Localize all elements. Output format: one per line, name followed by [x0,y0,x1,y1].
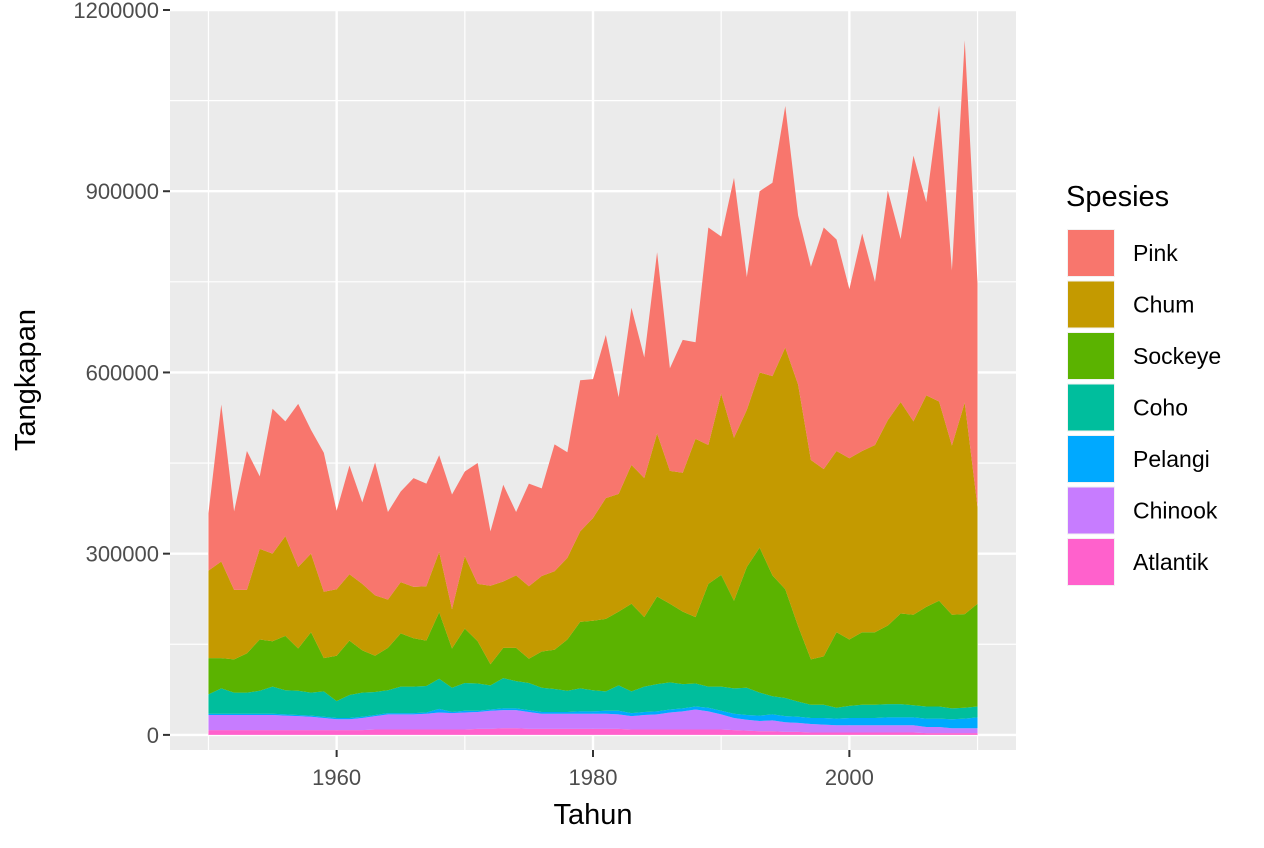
y-tick-label: 300000 [86,542,159,567]
y-tick-label: 1200000 [73,0,159,23]
y-tick-label: 900000 [86,179,159,204]
legend-label-sockeye: Sockeye [1133,343,1221,369]
legend-swatch-pelangi [1068,436,1114,482]
x-tick-label: 1980 [569,765,618,790]
legend-swatch-sockeye [1068,333,1114,379]
area-chum [208,347,978,665]
area-pink [208,40,978,610]
legend-label-chum: Chum [1133,292,1194,318]
legend-title: Spesies [1066,181,1169,213]
legend-label-pink: Pink [1133,240,1178,266]
legend-label-chinook: Chinook [1133,498,1218,524]
x-tick-label: 2000 [825,765,874,790]
legend-swatch-atlantik [1068,539,1114,585]
legend-swatch-chinook [1068,487,1114,534]
legend-swatch-pink [1068,230,1114,276]
area-pelangi [208,706,978,729]
area-sockeye [208,547,978,709]
x-axis: 1960 1980 2000 [312,750,874,790]
area-series [208,40,978,735]
x-tick-label: 1960 [312,765,361,790]
y-tick-label: 600000 [86,360,159,385]
y-tick-label: 0 [147,723,159,748]
area-coho [208,678,978,720]
legend-swatch-coho [1068,384,1114,431]
x-axis-title: Tahun [553,799,632,831]
y-axis: 0 300000 600000 900000 1200000 [73,0,170,748]
legend-label-coho: Coho [1133,395,1188,421]
legend: Spesies Pink Chum Sockeye Coho Pelangi Chinoo… [1066,181,1221,586]
legend-label-atlantik: Atlantik [1133,549,1209,575]
legend-label-pelangi: Pelangi [1133,446,1210,472]
area-chinook [208,709,978,734]
y-axis-title: Tangkapan [10,309,42,451]
legend-swatch-chum [1068,281,1114,328]
area-atlantik [208,728,978,735]
